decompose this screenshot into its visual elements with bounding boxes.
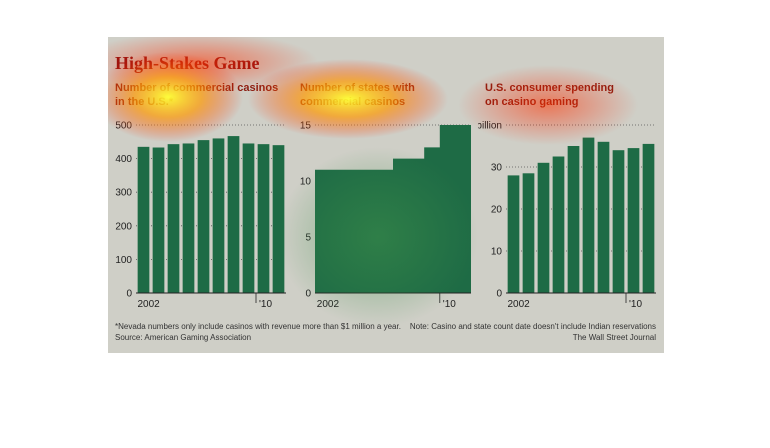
bar [212,138,225,293]
bar [567,146,580,293]
bar [137,146,150,293]
x-tick-label: '10 [629,299,642,310]
y-tick-label: 0 [496,289,502,300]
chart3-title: U.S. consumer spending on casino gaming [485,81,614,109]
y-tick-label: 200 [115,221,132,232]
bar [552,156,565,293]
x-tick-label: 2002 [508,299,531,310]
y-tick-label: 15 [300,121,312,132]
spending-bar-chart: 0 10 20 30 $40 billion 2002 '10 [478,121,656,310]
bar [242,143,255,293]
bar [197,140,210,293]
source: Source: American Gaming Association [115,333,252,342]
x-tick-label: 2002 [317,299,340,310]
y-tick-label: 400 [115,154,132,165]
publisher: The Wall Street Journal [572,333,656,342]
x-tick-label: 2002 [138,299,161,310]
bar [582,137,595,293]
bar [182,143,195,293]
bar [627,148,640,293]
chart2-title: Number of states with commercial casinos [300,81,415,109]
y-tick-label: 300 [115,188,132,199]
chart1-title: Number of commercial casinos in the U.S.… [115,81,278,109]
bar [612,150,625,293]
y-tick-label: 10 [491,247,503,258]
bar [272,145,285,293]
chart-panel: High-Stakes Game Number of commercial ca… [108,37,664,353]
chart2-title-line1: Number of states with [300,82,415,94]
bar [597,141,610,293]
bar [227,136,240,293]
y-tick-label: 0 [126,289,132,300]
heading: High-Stakes Game [115,53,260,73]
y-tick-label: 30 [491,163,503,174]
x-tick-label: '10 [259,299,272,310]
note: Note: Casino and state count date doesn'… [409,322,656,331]
chart2-title-line2: commercial casinos [300,96,406,108]
bar [152,147,165,293]
bar [167,144,180,293]
chart3-title-line2: on casino gaming [485,96,579,108]
bar [537,162,550,293]
bar [522,173,535,293]
chart1-title-line1: Number of commercial casinos [115,82,279,94]
y-tick-label: 5 [305,233,311,244]
y-tick-label: $40 billion [478,121,502,132]
states-area-chart: 0 5 10 15 2002 '10 [300,121,471,310]
bar [257,144,270,293]
area-series [315,125,471,293]
bar [507,175,520,293]
y-tick-label: 100 [115,255,132,266]
footnote: *Nevada numbers only include casinos wit… [115,322,401,331]
casinos-bar-chart: 0 100 200 300 400 500 2002 '10 [115,121,286,310]
chart3-title-line1: U.S. consumer spending [485,82,614,94]
y-tick-label: 0 [305,289,311,300]
chart1-title-line2: in the U.S.* [115,96,174,108]
y-tick-label: 500 [115,121,132,132]
y-tick-label: 20 [491,205,503,216]
x-tick-label: '10 [443,299,456,310]
y-tick-label: 10 [300,177,312,188]
bar [642,143,655,293]
